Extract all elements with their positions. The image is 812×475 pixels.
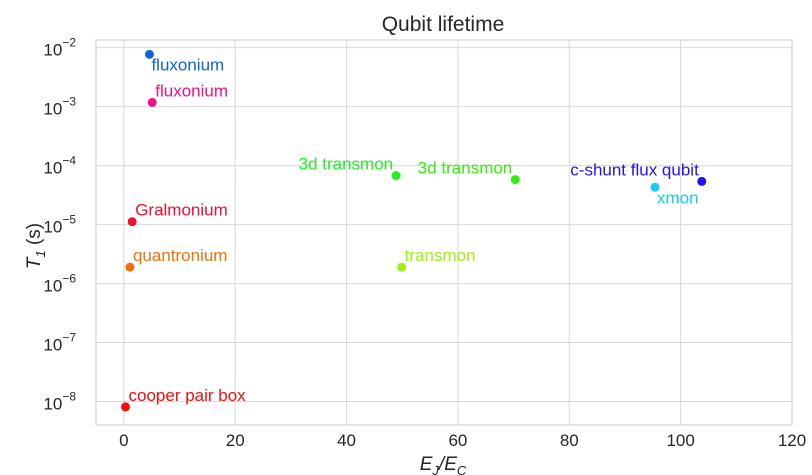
- y-tick-label: 10−4: [43, 154, 76, 178]
- chart-title: Qubit lifetime: [382, 13, 505, 36]
- y-axis: 10−8 10−7 10−6 10−5 10−4 10−3 10−2: [43, 36, 76, 414]
- data-label: 3d transmon: [418, 159, 513, 178]
- y-tick-label: 10−7: [43, 331, 76, 355]
- y-tick-label: 10−3: [43, 95, 76, 119]
- x-axis-label: EJ​/EC​: [420, 454, 467, 475]
- y-axis-label: T1​ (s): [24, 223, 48, 269]
- x-tick-label: 40: [337, 431, 356, 450]
- data-point: [121, 402, 131, 412]
- data-point: [391, 171, 401, 181]
- data-point: [125, 262, 135, 272]
- data-label: transmon: [405, 246, 476, 265]
- data-label: Gralmonium: [135, 201, 228, 220]
- x-tick-label: 100: [666, 431, 694, 450]
- y-tick-label: 10−6: [43, 272, 76, 296]
- data-points: [121, 49, 707, 412]
- plot-area: [95, 39, 793, 426]
- data-point: [397, 262, 407, 272]
- y-tick-label: 10−5: [43, 213, 76, 237]
- x-axis: 0 20 40 60 80 100 120: [119, 431, 806, 450]
- data-label: c-shunt flux qubit: [570, 160, 699, 179]
- data-labels: fluxonium fluxonium 3d transmon 3d transmon…: [129, 55, 700, 405]
- x-tick-label: 0: [119, 431, 128, 450]
- y-tick-label: 10−2: [43, 36, 76, 60]
- data-label: 3d transmon: [299, 155, 394, 174]
- x-tick-label: 80: [560, 431, 579, 450]
- data-label: quantronium: [133, 246, 228, 265]
- data-point: [147, 97, 157, 107]
- data-label: fluxonium: [151, 55, 224, 74]
- data-point: [127, 217, 137, 227]
- data-point: [697, 176, 707, 186]
- data-point: [650, 182, 660, 192]
- data-point: [144, 49, 154, 59]
- data-label: fluxonium: [155, 81, 228, 100]
- data-point: [510, 175, 520, 185]
- x-tick-label: 120: [778, 431, 806, 450]
- grid: [96, 40, 793, 425]
- x-tick-label: 60: [448, 431, 467, 450]
- data-label: cooper pair box: [129, 386, 247, 405]
- data-label: xmon: [657, 188, 699, 207]
- y-tick-label: 10−8: [43, 390, 76, 414]
- x-tick-label: 20: [226, 431, 245, 450]
